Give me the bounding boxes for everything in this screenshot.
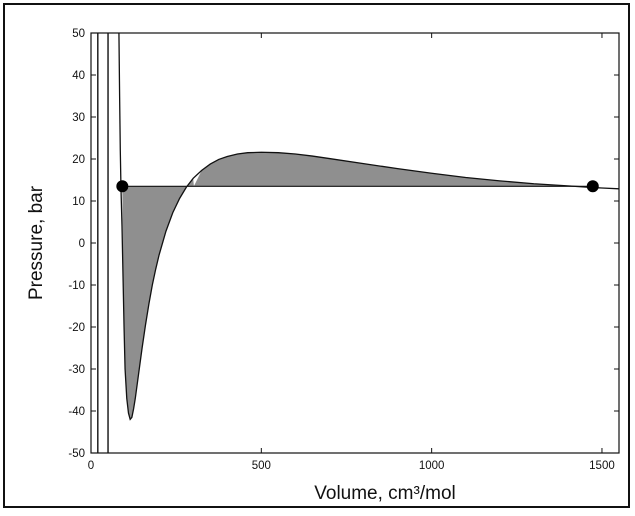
shaded-areas xyxy=(122,152,593,420)
y-tick-label: -50 xyxy=(68,448,85,460)
x-tick-label: 500 xyxy=(252,460,271,472)
x-tick-label: 0 xyxy=(88,460,94,472)
y-axis-ticks: -50 -40 -30 -20 -10 0 10 20 30 40 50 xyxy=(68,28,619,460)
y-tick-label: -30 xyxy=(68,364,85,376)
y-tick-label: -40 xyxy=(68,406,85,418)
y-tick-label: -10 xyxy=(68,280,85,292)
y-tick-label: 40 xyxy=(72,70,85,82)
y-tick-label: 20 xyxy=(72,154,85,166)
y-tick-label: 0 xyxy=(79,238,85,250)
data-lines xyxy=(97,33,619,453)
y-tick-label: 30 xyxy=(72,112,85,124)
pressure-curve xyxy=(118,33,619,421)
y-tick-label: 50 xyxy=(72,28,85,40)
y-tick-label: -20 xyxy=(68,322,85,334)
x-tick-label: 1000 xyxy=(419,460,445,472)
x-axis-title: Volume, cm³/mol xyxy=(314,483,455,504)
x-tick-label: 1500 xyxy=(589,460,615,472)
x-axis-ticks: 0 500 1000 1500 xyxy=(88,33,615,472)
y-tick-label: 10 xyxy=(72,196,85,208)
shaded-region-2 xyxy=(193,152,593,187)
plot-area-frame xyxy=(90,32,620,454)
shaded-region-1 xyxy=(122,178,194,420)
markers xyxy=(116,180,599,193)
y-axis-title: Pressure, bar xyxy=(26,185,47,300)
equilibrium-point-2 xyxy=(586,180,599,193)
equilibrium-point-1 xyxy=(116,180,129,193)
